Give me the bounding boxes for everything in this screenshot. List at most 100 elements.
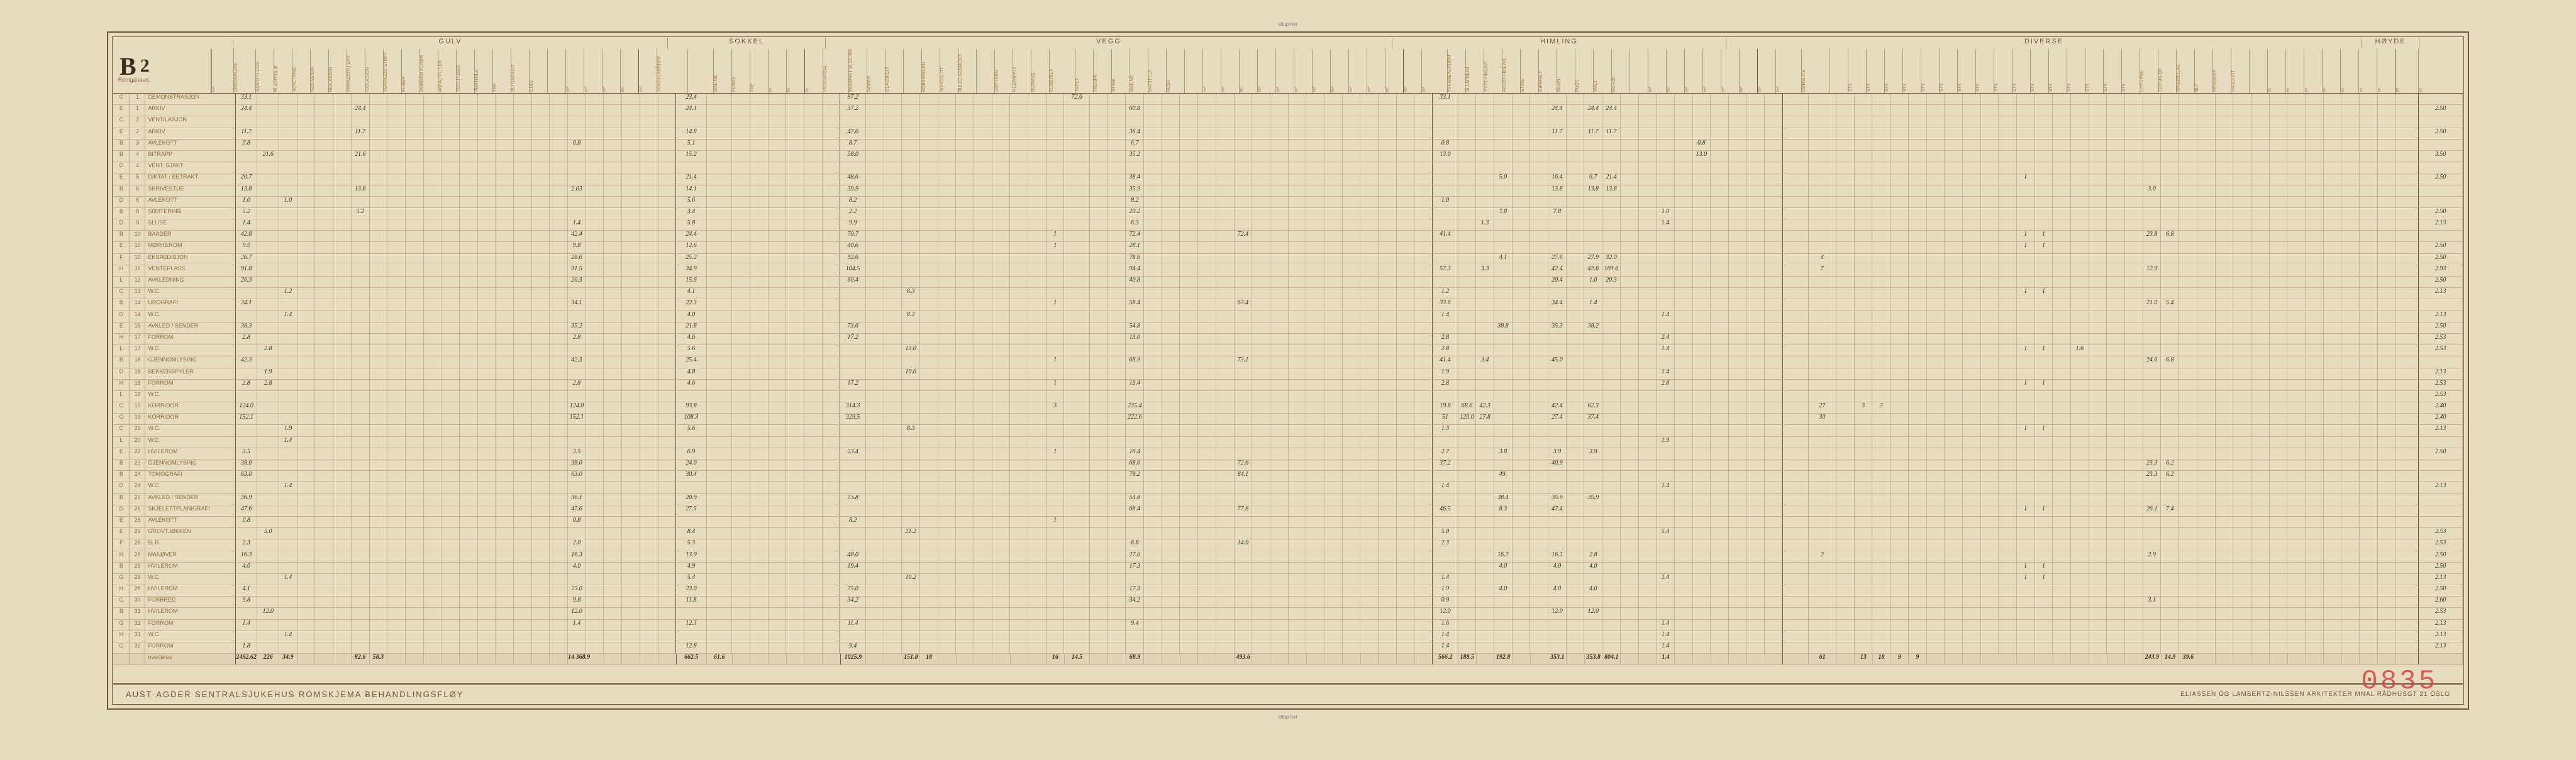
value-cell xyxy=(2053,299,2071,310)
value-cell xyxy=(370,265,388,276)
value-cell xyxy=(2287,162,2306,173)
value-cell xyxy=(496,116,514,127)
value-cell xyxy=(1108,219,1126,230)
value-cell xyxy=(750,414,769,424)
value-cell xyxy=(1639,254,1657,265)
value-cell xyxy=(2216,345,2234,356)
value-cell xyxy=(279,162,297,173)
value-cell xyxy=(804,437,823,448)
value-cell: 8.2 xyxy=(840,517,866,527)
value-cell xyxy=(884,94,902,104)
value-cell xyxy=(1235,322,1253,333)
value-cell: 14.0 xyxy=(1235,539,1253,550)
value-cell xyxy=(1343,482,1361,493)
value-cell xyxy=(1494,219,1513,230)
value-cell xyxy=(1414,265,1433,276)
value-cell xyxy=(1397,151,1415,162)
value-cell xyxy=(2341,368,2360,379)
value-cell xyxy=(1783,437,1809,448)
value-cell xyxy=(424,356,442,367)
value-cell xyxy=(658,219,677,230)
value-cell xyxy=(658,151,677,162)
value-cell xyxy=(460,254,478,265)
value-cell xyxy=(1198,334,1216,344)
value-cell xyxy=(1530,151,1548,162)
value-cell xyxy=(1289,311,1307,322)
value-cell xyxy=(1711,494,1729,505)
value-cell xyxy=(424,414,442,424)
column-header: TAKAREAL/FORM xyxy=(1447,49,1465,93)
value-cell xyxy=(2233,437,2251,448)
value-cell xyxy=(2071,140,2089,150)
value-cell xyxy=(2324,265,2342,276)
value-cell xyxy=(2378,528,2396,539)
value-cell xyxy=(1963,448,1981,459)
value-cell xyxy=(424,162,442,173)
value-cell xyxy=(478,414,496,424)
value-cell xyxy=(2161,219,2179,230)
value-cell xyxy=(1324,162,1343,173)
value-cell xyxy=(2233,322,2251,333)
value-cell xyxy=(1476,288,1494,299)
value-cell xyxy=(1836,345,1855,356)
value-cell xyxy=(1711,356,1729,367)
value-cell xyxy=(1513,380,1531,390)
value-cell xyxy=(1360,414,1379,424)
value-cell xyxy=(1144,437,1162,448)
value-cell xyxy=(1783,334,1809,344)
value-cell xyxy=(532,471,550,482)
value-cell xyxy=(1028,254,1046,265)
value-cell xyxy=(1064,391,1090,402)
value-cell xyxy=(1198,345,1216,356)
value-cell xyxy=(2287,528,2306,539)
value-cell xyxy=(2341,528,2360,539)
value-cell xyxy=(2360,425,2378,436)
value-cell xyxy=(460,425,478,436)
value-cell xyxy=(2107,173,2125,184)
value-cell xyxy=(1379,425,1397,436)
value-cell xyxy=(478,94,496,104)
column-header: m² xyxy=(1421,49,1447,93)
value-cell xyxy=(406,368,424,379)
value-cell xyxy=(2179,505,2197,516)
value-cell xyxy=(406,151,424,162)
value-cell xyxy=(1343,528,1361,539)
value-cell xyxy=(387,105,406,116)
value-cell xyxy=(1729,162,1747,173)
value-cell xyxy=(496,494,514,505)
value-cell xyxy=(1198,425,1216,436)
value-cell xyxy=(1621,242,1639,253)
value-cell xyxy=(786,105,804,116)
value-cell xyxy=(2360,277,2378,287)
value-cell xyxy=(1513,288,1531,299)
value-cell: 1.4 xyxy=(279,437,297,448)
value-cell xyxy=(1963,528,1981,539)
value-cell xyxy=(786,368,804,379)
column-header: m² xyxy=(1348,49,1367,93)
value-cell xyxy=(1414,482,1433,493)
value-cell xyxy=(1064,517,1090,527)
value-cell xyxy=(1855,505,1873,516)
value-cell xyxy=(1252,471,1270,482)
value-cell xyxy=(2378,277,2396,287)
value-cell xyxy=(2053,116,2071,127)
column-header: STK xyxy=(1994,49,2012,93)
value-cell xyxy=(352,391,370,402)
value-cell xyxy=(1513,425,1531,436)
value-cell xyxy=(902,334,920,344)
value-cell xyxy=(1693,94,1711,104)
value-cell xyxy=(279,299,297,310)
value-cell xyxy=(2270,414,2288,424)
value-cell: 124.0 xyxy=(236,402,258,413)
value-cell xyxy=(604,197,622,207)
value-cell xyxy=(974,460,992,470)
value-cell xyxy=(1108,288,1126,299)
value-cell xyxy=(640,208,658,219)
value-cell xyxy=(640,311,658,322)
value-cell xyxy=(1657,173,1675,184)
value-cell xyxy=(370,128,388,139)
value-cell xyxy=(920,391,938,402)
value-cell: 0.8 xyxy=(236,140,258,150)
value-cell xyxy=(1458,208,1477,219)
value-cell xyxy=(1162,265,1180,276)
